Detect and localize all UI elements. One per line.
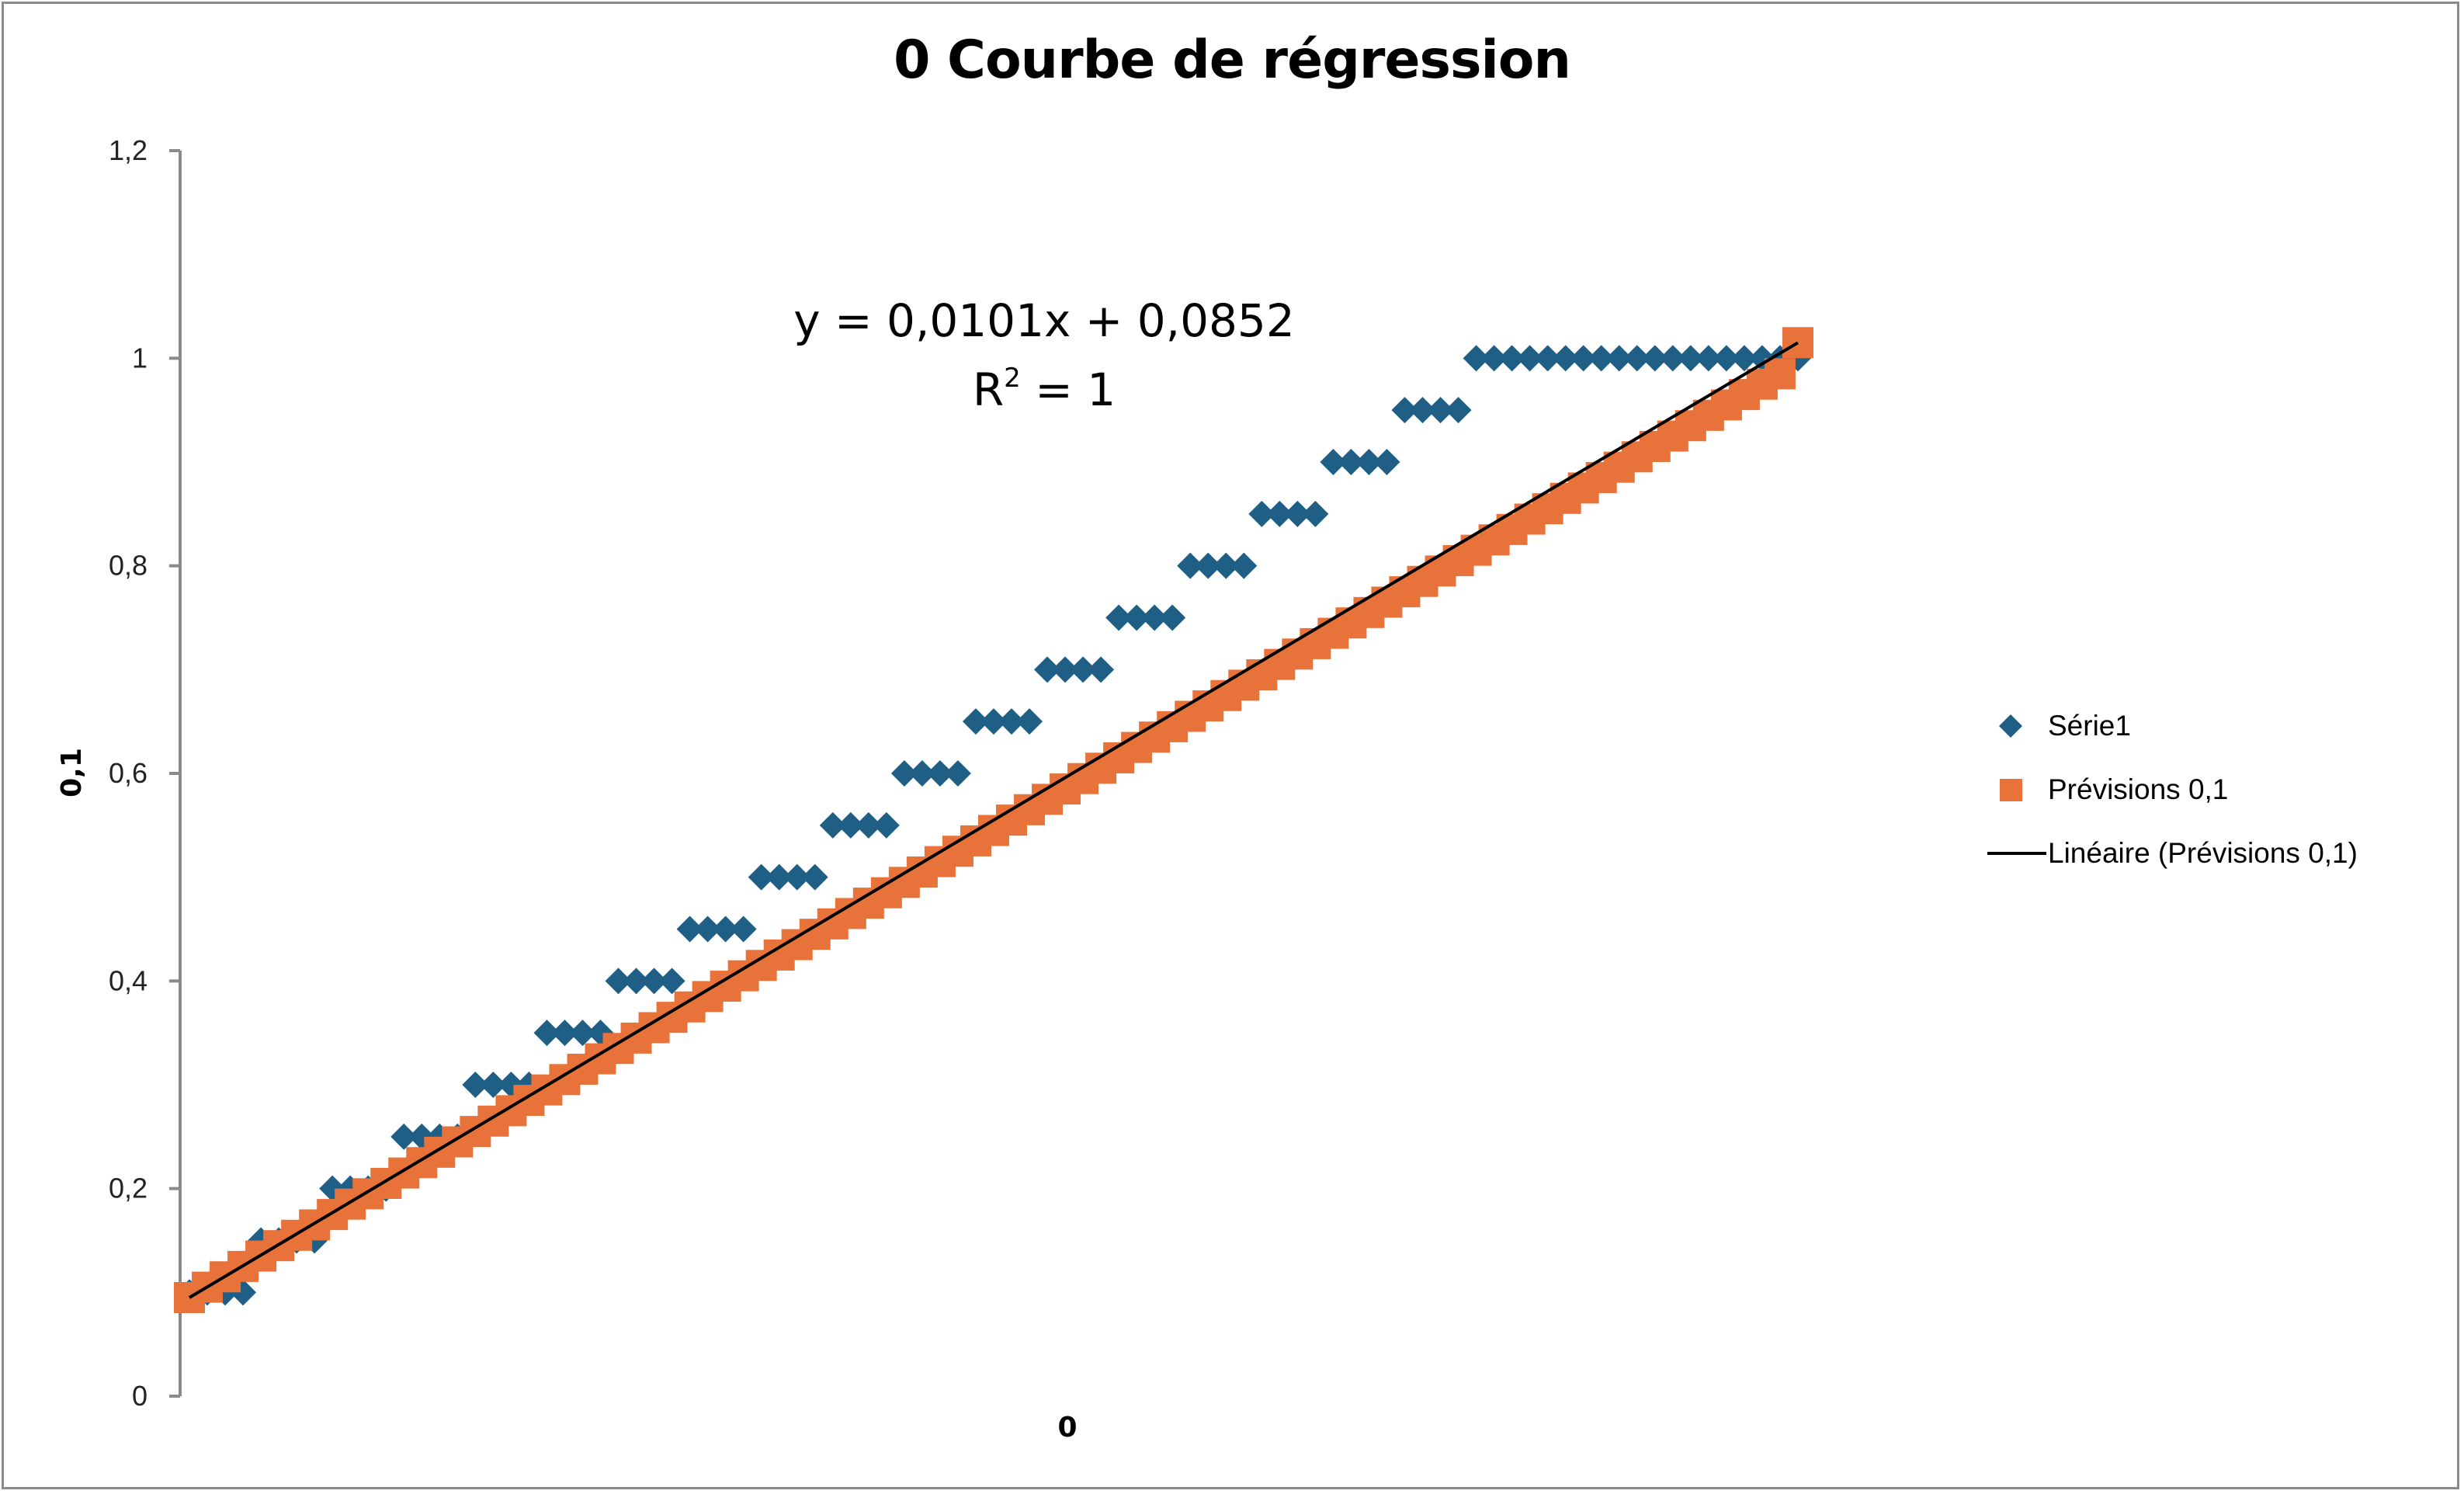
y-tick-label: 1,2 (109, 134, 147, 166)
x-axis-title: 0 (1057, 1412, 1077, 1444)
chart-title: 0 Courbe de régression (894, 30, 1571, 91)
series1-point (1605, 345, 1633, 372)
series1-point (712, 916, 739, 943)
series1-point (1588, 345, 1615, 372)
diamond-icon (1987, 707, 2048, 745)
trendline-equation: y = 0,0101x + 0,0852 (793, 294, 1294, 347)
series1-point (1427, 397, 1454, 424)
series1-point (605, 968, 632, 995)
series1-point (1463, 345, 1490, 372)
series1-point (569, 1020, 596, 1047)
y-tick-label: 0,4 (109, 964, 147, 996)
series1-point (1534, 345, 1561, 372)
series1-point (1623, 345, 1650, 372)
series1-point (1498, 345, 1525, 372)
series1-point (926, 760, 953, 787)
series1-point (1052, 656, 1079, 683)
series1-point (980, 708, 1007, 735)
series1-point (1105, 604, 1133, 631)
series1-point (1659, 345, 1686, 372)
y-tick-label: 0,2 (109, 1173, 147, 1204)
legend-item-previsions: Prévisions 0,1 (1987, 770, 2228, 809)
series1-point (855, 811, 882, 839)
y-tick-label: 0 (132, 1380, 147, 1412)
series1-point (730, 916, 757, 943)
y-axis-title: 0,1 (56, 748, 88, 797)
series1-point (1034, 656, 1061, 683)
series1-point (1159, 604, 1186, 631)
series1-point (1123, 604, 1150, 631)
series1-point (1391, 397, 1418, 424)
series1-point (1230, 552, 1258, 579)
series1-point (1677, 345, 1704, 372)
series1-point (801, 863, 828, 891)
series1-point (640, 968, 668, 995)
series1-point (1177, 552, 1204, 579)
series1-point (1409, 397, 1436, 424)
y-tick-label: 0,6 (109, 757, 147, 789)
series1-point (765, 863, 793, 891)
legend-item-serie1: Série1 (1987, 707, 2131, 745)
series1-point (1302, 500, 1329, 527)
series1-point (1373, 449, 1400, 475)
series1-point (1516, 345, 1543, 372)
y-tick-label: 0,8 (109, 550, 147, 582)
series1-point (694, 916, 721, 943)
trendline-r-squared: R2 = 1 (973, 363, 1116, 416)
series1-point (944, 760, 971, 787)
series1-point (890, 760, 918, 787)
series1-point (1213, 552, 1240, 579)
series1-point (1730, 345, 1758, 372)
legend-item-lineaire: Linéaire (Prévisions 0,1) (1987, 834, 2358, 873)
square-icon (1987, 770, 2048, 809)
series1-point (1480, 345, 1508, 372)
series1-point (1284, 500, 1311, 527)
legend-label-serie1: Série1 (2048, 710, 2131, 742)
series1-point (908, 760, 935, 787)
series1-point (462, 1072, 489, 1098)
legend-label-lineaire: Linéaire (Prévisions 0,1) (2048, 837, 2358, 869)
series1-point (1088, 656, 1115, 683)
series1-point (962, 708, 989, 735)
series1-point (533, 1020, 560, 1047)
trendline (188, 341, 1799, 1299)
y-tick-label: 1 (132, 342, 147, 374)
series1-point (1552, 345, 1579, 372)
series1-point (1016, 708, 1043, 735)
series1-point (873, 811, 900, 839)
series1-point (998, 708, 1025, 735)
series1-point (623, 968, 650, 995)
legend-label-previsions: Prévisions 0,1 (2048, 773, 2229, 805)
series1-point (658, 968, 685, 995)
series1-point (783, 863, 810, 891)
forecast-point (1764, 358, 1796, 390)
series1-point (1445, 397, 1472, 424)
series1-point (1266, 500, 1293, 527)
series1-point (676, 916, 703, 943)
series1-point (1320, 449, 1347, 475)
series1-point (1641, 345, 1668, 372)
series1-point (1070, 656, 1097, 683)
series1-point (390, 1123, 418, 1150)
series1-point (1338, 449, 1365, 475)
line-icon (1987, 834, 2048, 873)
series1-point (480, 1072, 507, 1098)
series1-point (748, 863, 775, 891)
series1-point (1141, 604, 1168, 631)
series1-point (1355, 449, 1383, 475)
series1-point (551, 1020, 578, 1047)
series1-point (1195, 552, 1222, 579)
series1-point (1695, 345, 1722, 372)
series1-point (1570, 345, 1597, 372)
series1-point (1248, 500, 1275, 527)
series1-point (819, 811, 846, 839)
series1-point (1713, 345, 1740, 372)
series1-point (837, 811, 864, 839)
